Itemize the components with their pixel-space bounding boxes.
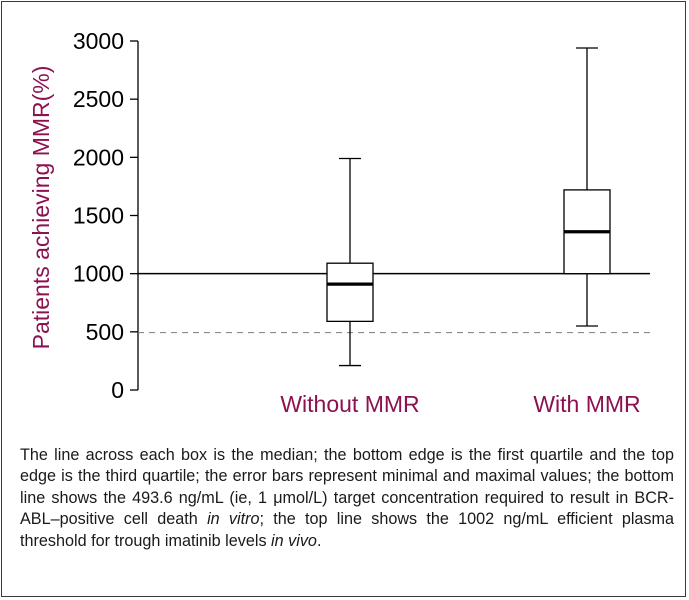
box-2 — [563, 47, 611, 327]
x-category-label: Without MMR — [280, 391, 419, 417]
boxes-group — [326, 47, 611, 367]
y-tick-label: 2000 — [73, 144, 124, 170]
caption-italic-in-vitro: in vitro — [207, 510, 260, 529]
y-tick-label: 500 — [86, 319, 124, 345]
chart-panel: 0 500 1000 1500 2000 2500 3000 Patients achiev… — [2, 2, 687, 432]
y-tick-label: 3000 — [73, 28, 124, 54]
labels-group: Patients achieving MMR(%) Without MMR With… — [28, 66, 641, 417]
y-tick-label: 0 — [111, 377, 124, 403]
caption-part-2: ; the top line shows the 1002 ng/mL effi… — [20, 510, 675, 550]
caption-part-1: The line across each box is the median; … — [20, 446, 674, 529]
box-1 — [326, 157, 374, 367]
figure-caption: The line across each box is the median; … — [20, 445, 674, 552]
y-axis-group: 0 500 1000 1500 2000 2500 3000 — [73, 28, 139, 403]
x-category-label: With MMR — [533, 391, 640, 417]
caption-part-3: . — [316, 531, 322, 550]
iqr-box — [326, 262, 374, 323]
y-tick-label: 1000 — [73, 261, 124, 287]
y-tick-label: 1500 — [73, 203, 124, 229]
y-tick-label: 2500 — [73, 86, 124, 112]
caption-italic-in-vivo: in vivo — [271, 531, 317, 550]
y-axis-title: Patients achieving MMR(%) — [28, 66, 54, 350]
box-plot-chart: 0 500 1000 1500 2000 2500 3000 Patients achiev… — [28, 28, 650, 417]
reference-lines — [138, 272, 650, 334]
